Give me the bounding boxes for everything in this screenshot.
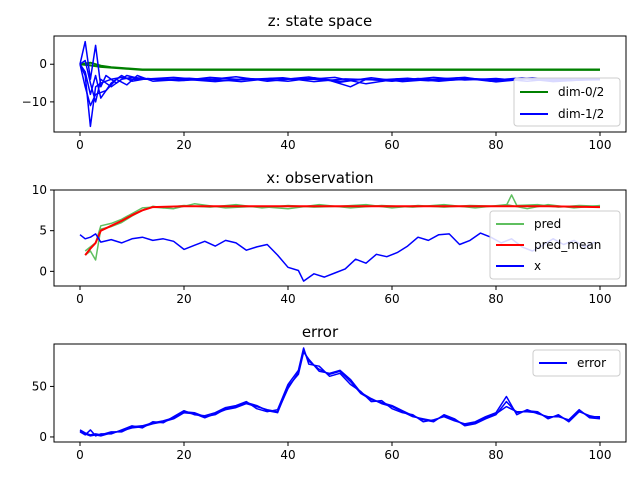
axis-ticks: 0 20 40 60 80 100 0 −10 <box>22 57 612 152</box>
plot-area <box>79 40 601 128</box>
axes-frame <box>53 189 627 287</box>
x-tick-label: 40 <box>280 138 295 152</box>
legend-label-pred: pred <box>534 217 561 231</box>
chart-title: z: state space <box>268 12 372 30</box>
y-tick-label: 0 <box>39 430 47 444</box>
chart-error: error 0 20 40 60 80 100 0 50 error <box>32 323 627 462</box>
chart-title: x: observation <box>266 169 373 187</box>
x-tick-label: 20 <box>176 292 191 306</box>
series-line-pred-mean <box>84 205 601 256</box>
x-tick-label: 60 <box>384 138 399 152</box>
y-tick-label: 0 <box>39 264 47 278</box>
y-tick-label: 0 <box>39 57 47 71</box>
series-line-dim-1-2 <box>79 59 601 103</box>
axes-frame <box>53 343 627 443</box>
x-tick-label: 80 <box>488 138 503 152</box>
legend-box <box>532 349 621 377</box>
legend-label-pred-mean: pred_mean <box>534 238 601 252</box>
y-tick-label: 50 <box>32 379 47 393</box>
x-tick-label: 100 <box>589 138 612 152</box>
x-tick-label: 100 <box>589 292 612 306</box>
legend-label-dim-1-2: dim-1/2 <box>558 107 604 121</box>
x-tick-label: 20 <box>176 448 191 462</box>
x-tick-label: 20 <box>176 138 191 152</box>
legend: error <box>532 349 621 377</box>
x-tick-label: 100 <box>589 448 612 462</box>
chart-observation: x: observation 0 20 40 60 80 100 0 5 10 pred pre… <box>32 169 627 306</box>
plot-area <box>79 347 601 437</box>
x-tick-label: 80 <box>488 448 503 462</box>
x-tick-label: 80 <box>488 292 503 306</box>
x-tick-label: 0 <box>76 448 84 462</box>
chart-title: error <box>302 323 339 341</box>
axis-ticks: 0 20 40 60 80 100 0 5 10 <box>32 183 612 306</box>
x-tick-label: 0 <box>76 138 84 152</box>
y-tick-label: 10 <box>32 183 47 197</box>
series-line-error <box>79 351 600 436</box>
x-tick-label: 0 <box>76 292 84 306</box>
legend-label-error: error <box>577 356 606 370</box>
axes-frame <box>53 35 627 133</box>
legend-label-dim-0-2: dim-0/2 <box>558 85 604 99</box>
legend: dim-0/2 dim-1/2 <box>513 77 621 127</box>
legend: pred pred_mean x <box>489 210 621 280</box>
y-tick-label: −10 <box>22 95 47 109</box>
y-tick-label: 5 <box>39 224 47 238</box>
legend-label-x: x <box>534 259 541 273</box>
x-tick-label: 60 <box>384 448 399 462</box>
x-tick-label: 60 <box>384 292 399 306</box>
chart-state-space: z: state space 0 20 40 60 80 100 0 −10 dim-0/2 … <box>22 12 627 152</box>
axis-ticks: 0 20 40 60 80 100 0 50 <box>32 379 612 462</box>
legend-box <box>489 210 621 280</box>
x-tick-label: 40 <box>280 448 295 462</box>
x-tick-label: 40 <box>280 292 295 306</box>
